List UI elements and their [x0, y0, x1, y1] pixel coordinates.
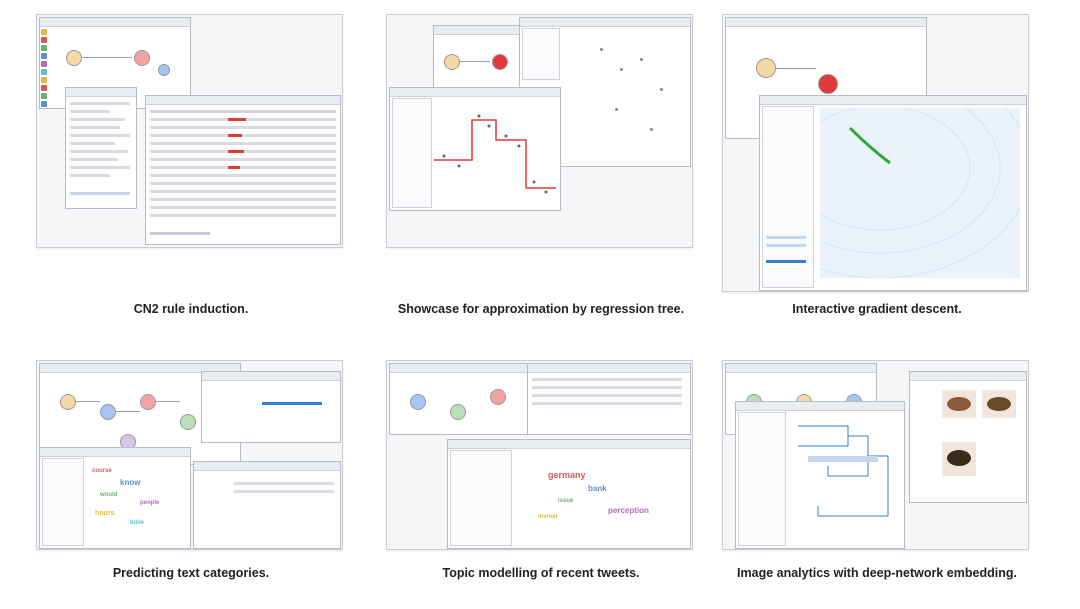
image-analytics-screenshot[interactable] [722, 360, 1029, 550]
cell-regression-tree: Showcase for approximation by regression… [386, 14, 696, 316]
gradient-descent-node-icon[interactable] [818, 74, 838, 94]
caption-topic-modelling: Topic modelling of recent tweets. [442, 566, 640, 580]
caption-text-categories: Predicting text categories. [112, 566, 270, 580]
cn2-settings-window [65, 87, 137, 209]
regression-tree-screenshot[interactable] [386, 14, 693, 248]
cn2-node-icon[interactable] [134, 50, 150, 66]
polynomial-regression-window [389, 87, 561, 211]
file-node-icon[interactable] [66, 50, 82, 66]
caption-gradient-descent: Interactive gradient descent. [792, 302, 962, 316]
widget-toolbar [40, 27, 48, 117]
cn2-screenshot[interactable] [36, 14, 343, 248]
cow-images [942, 390, 1016, 476]
gradient-contour-plot [820, 108, 1020, 278]
topic-modelling-screenshot[interactable]: germany bank issue perception merkel [386, 360, 693, 550]
test-and-score-window [193, 461, 341, 549]
caption-image-analytics: Image analytics with deep-network embedd… [737, 566, 1017, 580]
regression-tree-node-icon[interactable] [492, 54, 508, 70]
corpus-viewer-window [527, 363, 691, 435]
hierarchical-clustering-window [735, 401, 905, 549]
regression-step-plot [434, 114, 556, 194]
caption-cn2: CN2 rule induction. [133, 302, 249, 316]
paint-data-node-icon[interactable] [444, 54, 460, 70]
cell-gradient-descent: Interactive gradient descent. [722, 14, 1032, 316]
gradient-descent-screenshot[interactable] [722, 14, 1029, 292]
nomogram-window [201, 371, 341, 443]
cell-topic-modelling: germany bank issue perception merkel Top… [386, 360, 696, 600]
caption-regression-tree: Showcase for approximation by regression… [397, 302, 685, 316]
gradient-descent-window [759, 95, 1027, 291]
word-cloud-window: course know would people hours bible [39, 447, 191, 549]
file-node-icon[interactable] [756, 58, 776, 78]
canvas-window [389, 363, 531, 435]
cell-image-analytics: Image analytics with deep-network embedd… [722, 360, 1032, 600]
viewer-node-icon[interactable] [158, 64, 170, 76]
cell-text-categories: course know would people hours bible Pre… [36, 360, 346, 600]
cell-cn2: CN2 rule induction. [36, 14, 346, 316]
image-viewer-window [909, 371, 1027, 503]
dendrogram-plot [798, 425, 889, 517]
rule-viewer-window [145, 95, 341, 245]
topic-word-cloud-window: germany bank issue perception merkel [447, 439, 691, 549]
text-categories-screenshot[interactable]: course know would people hours bible [36, 360, 343, 550]
